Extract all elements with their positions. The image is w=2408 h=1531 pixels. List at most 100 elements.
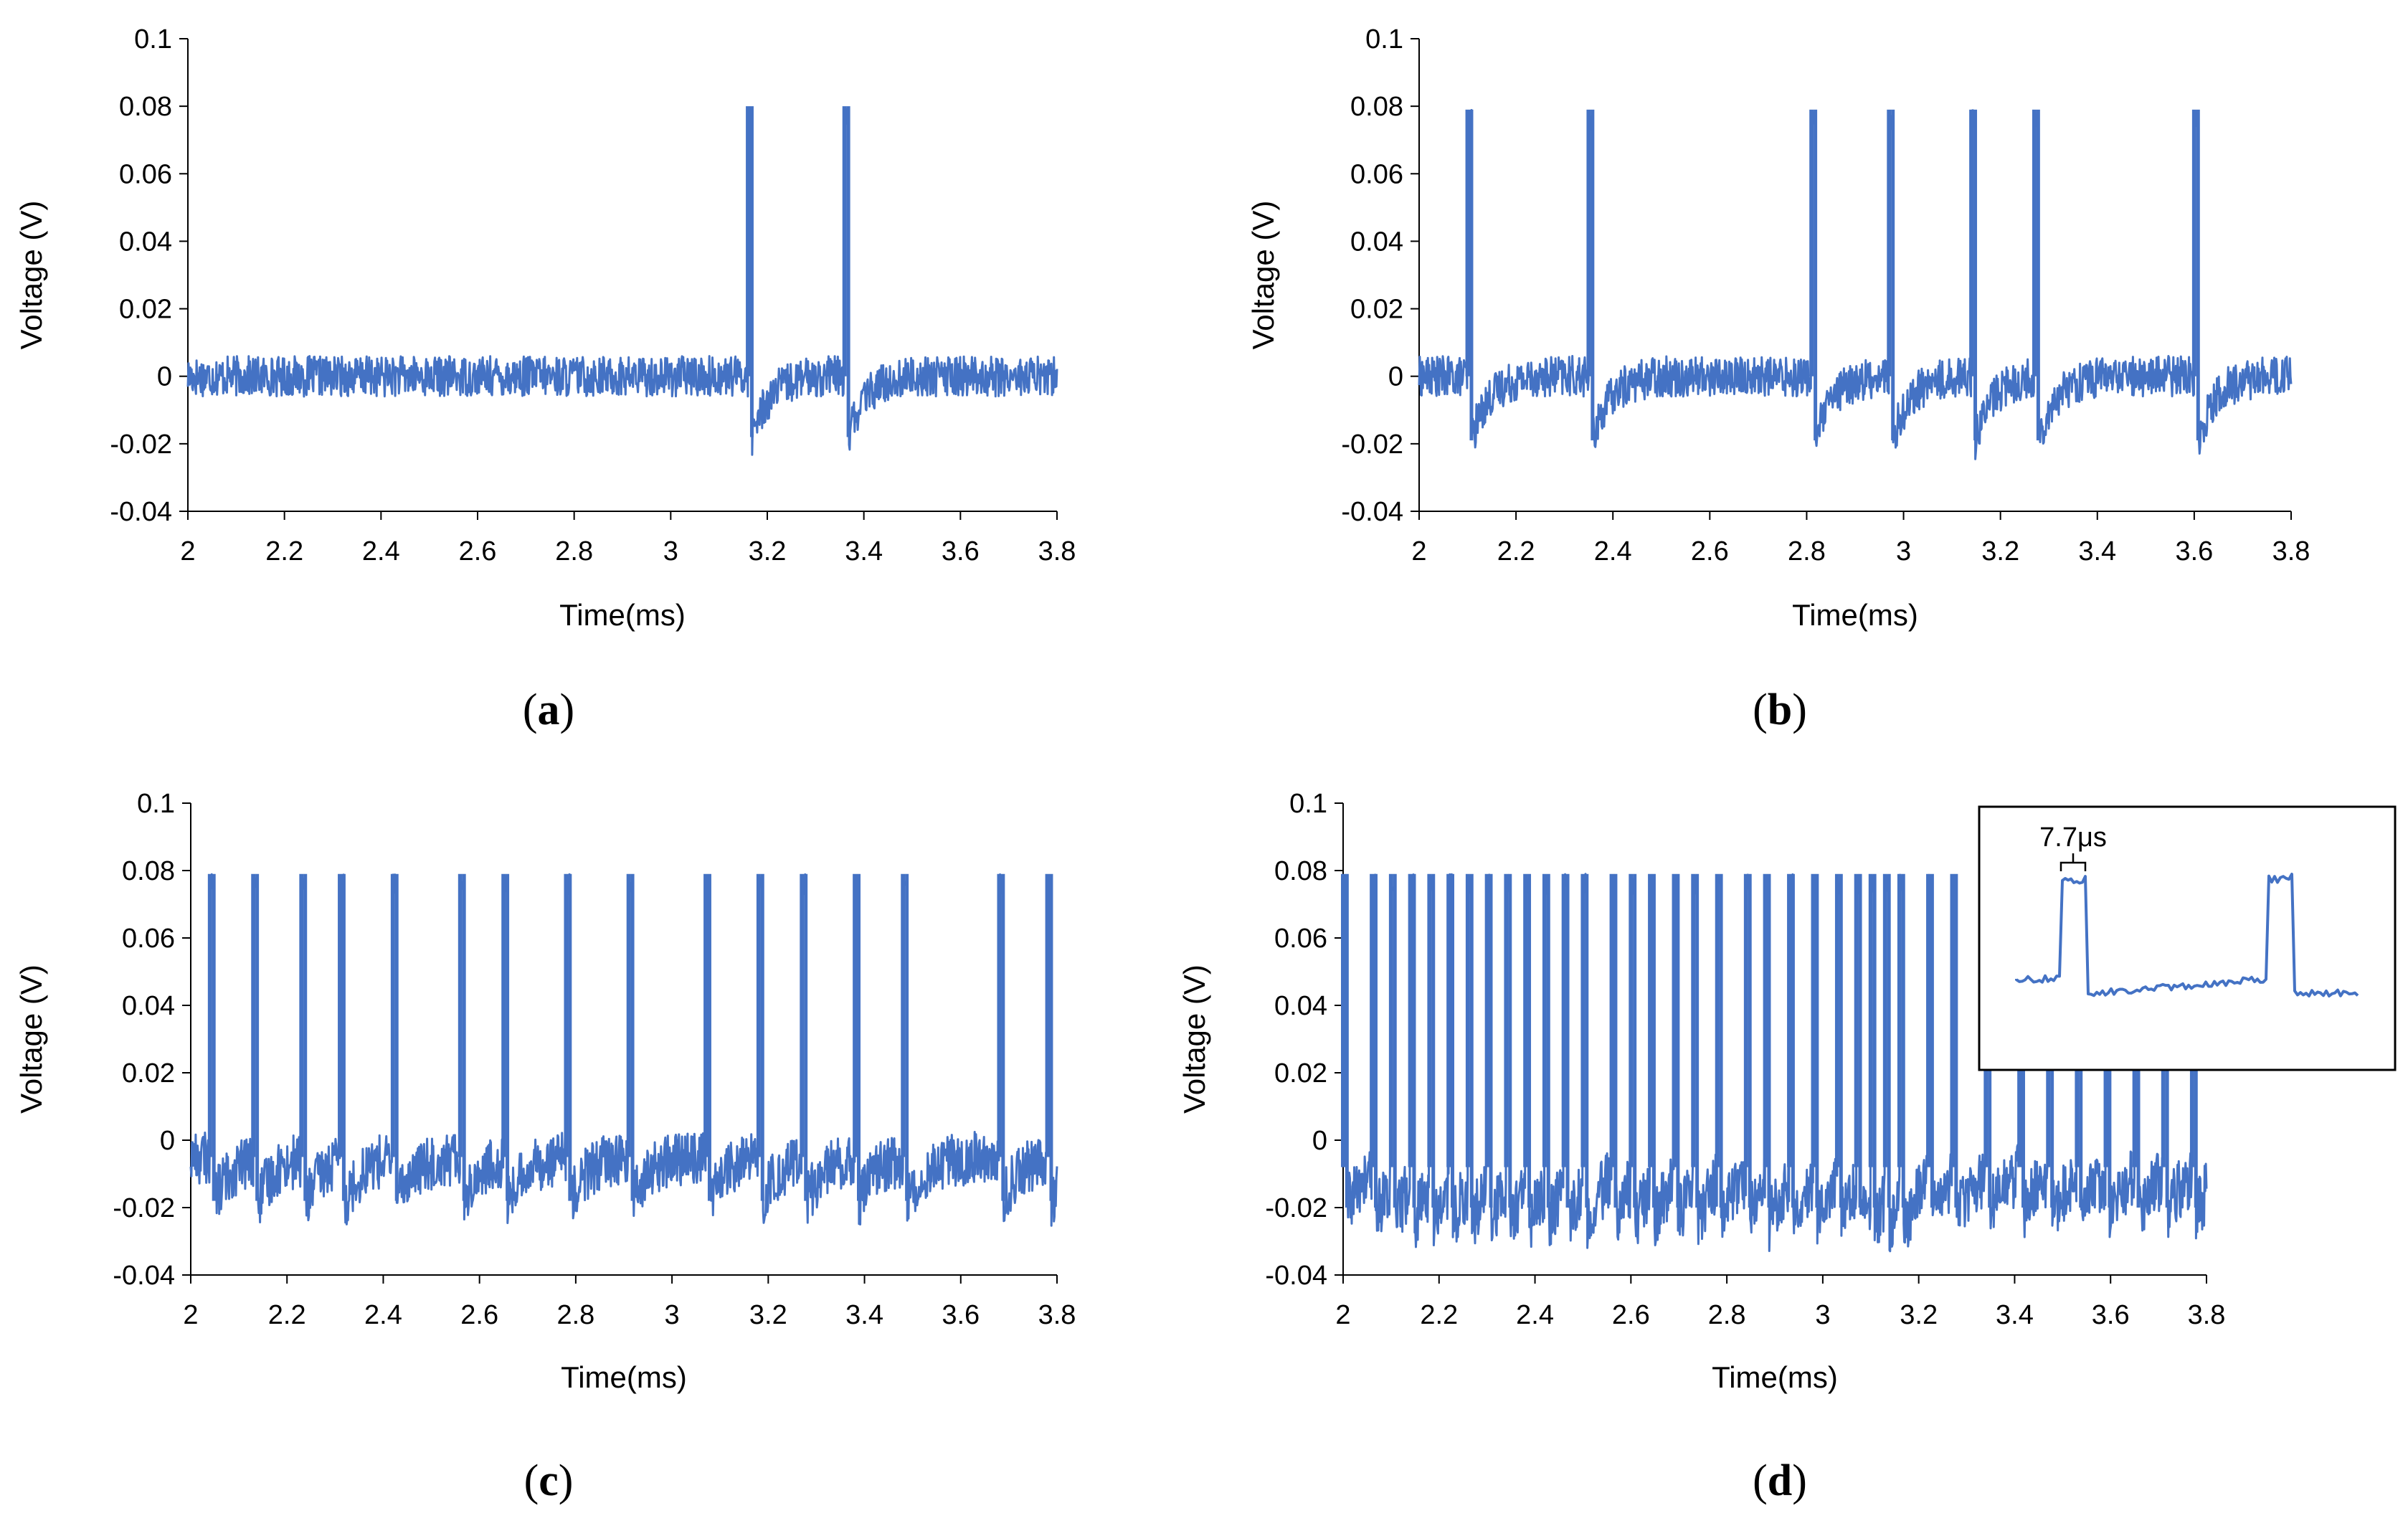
x-tick-label: 3.6 [942, 1300, 980, 1330]
panel-label-close: ) [1792, 1456, 1807, 1505]
x-tick-label: 2 [1335, 1300, 1350, 1330]
y-tick-label: 0.1 [134, 24, 172, 54]
y-tick-label: -0.02 [113, 1193, 175, 1223]
x-tick-label: 3.4 [845, 1300, 883, 1330]
panel-label-open: ( [1753, 1456, 1768, 1505]
x-tick-label: 2.4 [1594, 536, 1632, 567]
x-tick-label: 3.2 [749, 1300, 787, 1330]
y-tick-label: 0.1 [137, 789, 175, 819]
x-tick-label: 3.6 [2175, 536, 2213, 567]
x-tick-label: 2 [183, 1300, 198, 1330]
y-tick-label: -0.04 [110, 497, 172, 527]
panel-label: (c) [524, 1456, 574, 1505]
y-tick-label: 0.08 [1350, 92, 1403, 122]
x-tick-label: 3 [1896, 536, 1911, 567]
x-tick-label: 2.4 [362, 536, 400, 567]
x-axis-title: Time(ms) [559, 598, 686, 632]
x-tick-label: 2.8 [1788, 536, 1826, 567]
inset-plot: 7.7μs [1978, 805, 2397, 1071]
panel-label-letter: a [538, 686, 560, 734]
panel-label-close: ) [559, 1456, 574, 1505]
y-tick-label: 0 [1312, 1126, 1327, 1156]
y-tick-label: 0.08 [122, 856, 175, 886]
chart-panel-d: 0.1 0.08 0.06 0.04 0.02 0 -0.02 -0.04 2 2.2 2.4 2.6… [1177, 789, 2225, 1505]
y-tick-label: 0.02 [122, 1058, 175, 1089]
y-axis-title: Voltage (V) [14, 201, 48, 350]
x-tick-label: 2.2 [1420, 1300, 1458, 1330]
panel-label: (b) [1753, 686, 1807, 734]
inset-bracket [2059, 853, 2087, 871]
y-tick-label: -0.02 [1341, 430, 1403, 460]
x-tick-label: 2.4 [1516, 1300, 1554, 1330]
x-tick-label: 2.6 [1612, 1300, 1650, 1330]
y-tick-label: 0.06 [1350, 159, 1403, 189]
panel-label-open: ( [1753, 686, 1768, 734]
x-tick-label: 3.2 [749, 536, 787, 567]
y-tick-label: -0.04 [1341, 497, 1403, 527]
y-tick-label: 0 [160, 1126, 175, 1156]
panel-label-open: ( [523, 686, 538, 734]
chart-panel-c: 0.1 0.08 0.06 0.04 0.02 0 -0.02 -0.04 2 2.2 2.4 2.6… [14, 789, 1076, 1505]
y-tick-label: 0.02 [1274, 1058, 1327, 1089]
panel-label: (a) [523, 686, 574, 734]
panel-label-letter: d [1768, 1456, 1792, 1505]
x-tick-label: 3.8 [1038, 1300, 1076, 1330]
x-tick-label: 2.6 [460, 1300, 498, 1330]
panel-label-letter: b [1768, 686, 1792, 734]
inset-frame [1978, 805, 2397, 1071]
y-tick-label: 0.04 [119, 227, 172, 257]
voltage-trace [189, 873, 1058, 1227]
x-axis-title: Time(ms) [1792, 598, 1918, 632]
x-tick-label: 2.6 [1691, 536, 1729, 567]
y-tick-label: -0.04 [113, 1261, 175, 1291]
y-tick-label: 0.08 [1274, 856, 1327, 886]
y-tick-label: -0.04 [1265, 1261, 1327, 1291]
y-tick-label: 0.04 [1274, 991, 1327, 1021]
x-tick-label: 2.4 [364, 1300, 402, 1330]
x-tick-label: 3.6 [942, 536, 980, 567]
x-tick-label: 2.6 [459, 536, 497, 567]
x-tick-label: 2.2 [1497, 536, 1535, 567]
panel-label-open: ( [524, 1456, 539, 1505]
x-tick-label: 2.8 [1708, 1300, 1746, 1330]
x-tick-label: 2.8 [556, 1300, 594, 1330]
y-tick-label: 0.1 [1365, 24, 1403, 54]
x-tick-label: 3.8 [1038, 536, 1076, 567]
voltage-trace [186, 106, 1058, 456]
y-tick-label: 0 [157, 362, 172, 392]
x-tick-label: 3 [1815, 1300, 1830, 1330]
x-tick-label: 3.6 [2092, 1300, 2130, 1330]
y-axis-title: Voltage (V) [14, 964, 48, 1114]
x-tick-label: 3.4 [1996, 1300, 2034, 1330]
y-tick-label: 0.1 [1289, 789, 1327, 819]
y-tick-label: 0 [1388, 362, 1403, 392]
panel-label-close: ) [560, 686, 575, 734]
x-tick-label: 3.4 [845, 536, 883, 567]
inset-pulse-width-label: 7.7μs [2039, 823, 2107, 853]
x-tick-label: 2.2 [268, 1300, 306, 1330]
x-tick-label: 3.4 [2078, 536, 2116, 567]
chart-panel-b: 0.1 0.08 0.06 0.04 0.02 0 -0.02 -0.04 2 2.2 2.4 2.6… [1246, 24, 2310, 734]
x-tick-label: 2.8 [555, 536, 593, 567]
x-tick-label: 3 [663, 536, 678, 567]
y-tick-label: -0.02 [1265, 1193, 1327, 1223]
x-tick-label: 2 [1411, 536, 1426, 567]
y-tick-label: 0.04 [122, 991, 175, 1021]
x-tick-label: 3 [665, 1300, 680, 1330]
x-tick-label: 2 [180, 536, 195, 567]
x-tick-label: 3.2 [1900, 1300, 1938, 1330]
x-tick-label: 3.2 [1981, 536, 2019, 567]
y-tick-label: 0.02 [1350, 295, 1403, 325]
y-axis-title: Voltage (V) [1246, 201, 1280, 350]
y-tick-label: -0.02 [110, 430, 172, 460]
inset-trace [2015, 873, 2359, 997]
x-tick-label: 2.2 [265, 536, 303, 567]
y-tick-label: 0.06 [1274, 924, 1327, 954]
y-axis-title: Voltage (V) [1177, 964, 1211, 1114]
y-tick-label: 0.06 [122, 924, 175, 954]
y-tick-label: 0.02 [119, 295, 172, 325]
x-axis-title: Time(ms) [561, 1360, 687, 1394]
panel-label: (d) [1753, 1456, 1807, 1505]
x-axis-title: Time(ms) [1712, 1360, 1838, 1394]
